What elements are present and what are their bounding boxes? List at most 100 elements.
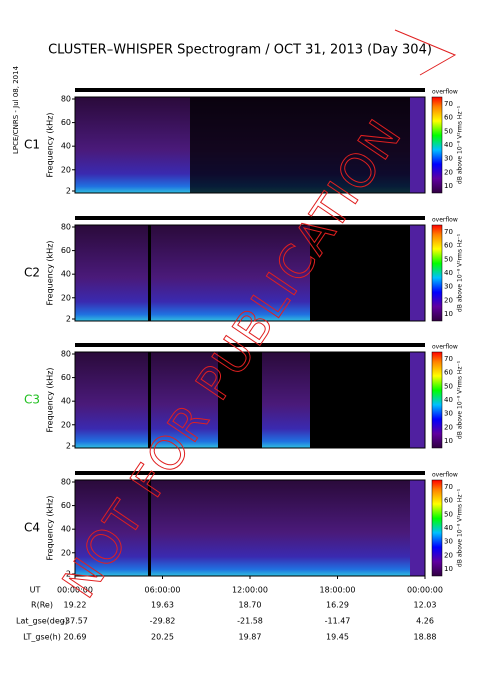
title: CLUSTER–WHISPER Spectrogram / OCT 31, 20… xyxy=(48,43,432,58)
y-axis-label: Frequency (kHz) xyxy=(46,496,55,561)
colorbar-tick-label: 10 xyxy=(444,437,453,445)
row-value: 18.70 xyxy=(239,601,262,610)
data-gap xyxy=(148,225,151,321)
colorbar-tick-label: 40 xyxy=(444,396,453,404)
frame xyxy=(74,96,426,194)
data-gap xyxy=(148,480,151,576)
colorbar xyxy=(431,224,443,322)
y-axis-label: Frequency (kHz) xyxy=(46,113,55,178)
y-tick-label: 2 xyxy=(66,315,71,324)
data-gap xyxy=(310,225,410,321)
colorbar-top-label: overflow xyxy=(432,344,458,351)
colorbar-tick-label: 50 xyxy=(444,510,453,518)
y-tick-label: 80 xyxy=(61,223,71,232)
row-value: 4.26 xyxy=(416,617,434,626)
row-value: 18.88 xyxy=(414,633,437,642)
ut-label: UT xyxy=(30,586,41,595)
colorbar-tick-label: 20 xyxy=(444,551,453,559)
colorbar-tick-label: 20 xyxy=(444,168,453,176)
colorbar-tick-label: 30 xyxy=(444,155,453,163)
status-bar xyxy=(75,216,425,220)
status-bar xyxy=(75,471,425,475)
y-axis-label: Frequency (kHz) xyxy=(46,368,55,433)
y-tick-label: 20 xyxy=(61,420,71,429)
colorbar-tick-label: 20 xyxy=(444,296,453,304)
panel-label: C1 xyxy=(24,138,40,152)
row-value: 19.22 xyxy=(64,601,87,610)
colorbar-label: dB above 10⁻⁸ V²rms Hz⁻¹ xyxy=(457,105,464,184)
row-value: 19.45 xyxy=(326,633,349,642)
y-tick-label: 20 xyxy=(61,548,71,557)
y-tick-label: 40 xyxy=(61,142,71,151)
colorbar-tick-label: 70 xyxy=(444,483,453,491)
spectrogram xyxy=(75,480,425,576)
colorbar-tick-label: 30 xyxy=(444,410,453,418)
colorbar-top-label: overflow xyxy=(432,217,458,224)
row-label: LT_gse(h) xyxy=(23,633,61,642)
edge-band xyxy=(410,97,425,193)
data-gap xyxy=(310,352,410,448)
colorbar xyxy=(431,479,443,577)
row-value: 16.29 xyxy=(326,601,349,610)
colorbar-tick-label: 50 xyxy=(444,382,453,390)
y-tick-label: 60 xyxy=(61,373,71,382)
colorbar-tick-label: 60 xyxy=(444,114,453,122)
side-label: LPCE/CNRS - Jul 08, 2014 xyxy=(12,65,20,154)
row-value: 19.63 xyxy=(151,601,174,610)
row-value: -29.82 xyxy=(150,617,176,626)
colorbar-tick-label: 10 xyxy=(444,310,453,318)
colorbar-top-label: overflow xyxy=(432,472,458,479)
panel-label: C2 xyxy=(24,266,40,280)
y-tick-label: 40 xyxy=(61,270,71,279)
row-value: 20.69 xyxy=(64,633,87,642)
y-tick-label: 80 xyxy=(61,350,71,359)
colorbar-tick-label: 60 xyxy=(444,242,453,250)
colorbar-tick-label: 20 xyxy=(444,423,453,431)
row-label: R(Re) xyxy=(31,601,53,610)
x-tick-label: 00:00:00 xyxy=(57,586,93,595)
row-value: -21.58 xyxy=(237,617,263,626)
colorbar-label: dB above 10⁻⁸ V²rms Hz⁻¹ xyxy=(457,488,464,567)
colorbar-tick-label: 10 xyxy=(444,182,453,190)
x-tick-label: 00:00:00 xyxy=(407,586,443,595)
y-tick-label: 2 xyxy=(66,570,71,579)
y-tick-label: 40 xyxy=(61,397,71,406)
x-tick-label: 06:00:00 xyxy=(145,586,181,595)
edge-band xyxy=(410,225,425,321)
colorbar-tick-label: 50 xyxy=(444,127,453,135)
y-tick-label: 60 xyxy=(61,246,71,255)
y-tick-label: 2 xyxy=(66,442,71,451)
colorbar-tick-label: 50 xyxy=(444,255,453,263)
frame xyxy=(74,224,426,322)
colorbar-tick-label: 60 xyxy=(444,497,453,505)
row-value: 12.03 xyxy=(414,601,437,610)
y-tick-label: 20 xyxy=(61,165,71,174)
y-tick-label: 2 xyxy=(66,187,71,196)
y-tick-label: 20 xyxy=(61,293,71,302)
y-tick-label: 60 xyxy=(61,501,71,510)
row-value: 20.25 xyxy=(151,633,174,642)
data-gap xyxy=(148,352,151,448)
x-tick-label: 18:00:00 xyxy=(320,586,356,595)
y-axis-label: Frequency (kHz) xyxy=(46,241,55,306)
colorbar-label: dB above 10⁻⁸ V²rms Hz⁻¹ xyxy=(457,233,464,312)
colorbar-top-label: overflow xyxy=(432,89,458,96)
row-label: Lat_gse(deg) xyxy=(16,617,68,626)
row-value: -11.47 xyxy=(325,617,351,626)
colorbar-tick-label: 10 xyxy=(444,565,453,573)
status-bar xyxy=(75,88,425,92)
colorbar xyxy=(431,96,443,194)
colorbar-tick-label: 40 xyxy=(444,524,453,532)
y-tick-label: 40 xyxy=(61,525,71,534)
colorbar-tick-label: 70 xyxy=(444,228,453,236)
edge-band xyxy=(410,480,425,576)
colorbar-tick-label: 60 xyxy=(444,369,453,377)
edge-band xyxy=(410,352,425,448)
y-tick-label: 60 xyxy=(61,118,71,127)
data-gap xyxy=(190,97,410,193)
y-tick-label: 80 xyxy=(61,478,71,487)
colorbar-tick-label: 70 xyxy=(444,100,453,108)
frame xyxy=(74,351,426,449)
y-tick-label: 80 xyxy=(61,95,71,104)
